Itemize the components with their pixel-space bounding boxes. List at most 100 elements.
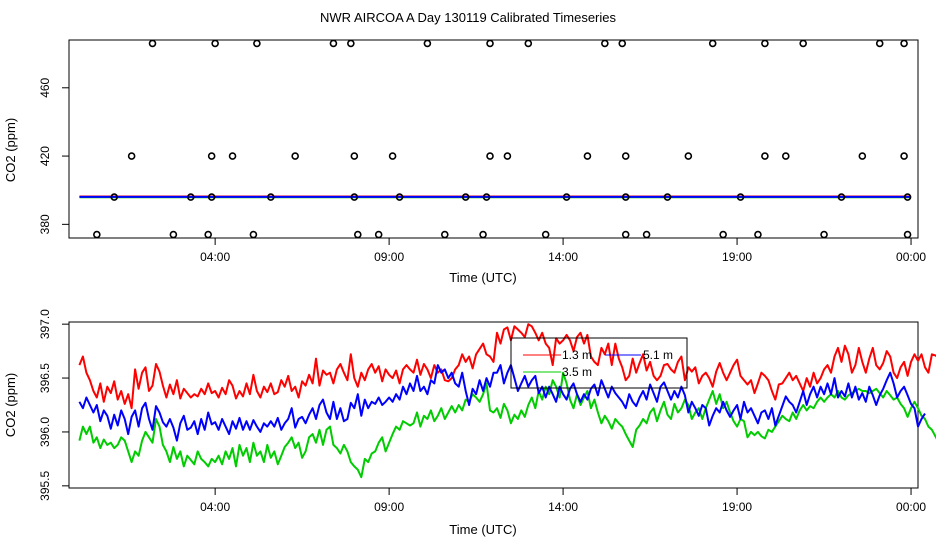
bottom-x-axis-label: Time (UTC) [449, 522, 516, 537]
x-tick-label: 19:00 [722, 500, 752, 514]
data-point [875, 39, 884, 48]
y-tick-label: 420 [38, 146, 52, 166]
data-point [541, 230, 550, 239]
x-tick-label: 00:00 [896, 250, 926, 264]
data-point [186, 193, 195, 201]
data-point [781, 152, 790, 160]
data-point [524, 39, 533, 48]
data-point [347, 39, 355, 48]
data-point [900, 152, 908, 160]
series-line-3-5-m [78, 371, 936, 479]
data-point [736, 193, 745, 201]
top-plot-frame [68, 39, 919, 239]
bottom-y-axis: 395.5 396.0 396.5 397.0 [38, 309, 69, 501]
data-point [621, 193, 630, 201]
legend-label: 1.3 m [562, 348, 592, 362]
bottom-y-axis-label: CO2 (ppm) [3, 373, 18, 437]
legend-label: 5.1 m [643, 348, 673, 362]
data-point [486, 152, 494, 160]
y-tick-label: 395.5 [38, 471, 52, 501]
data-point [486, 39, 494, 48]
data-point [799, 39, 807, 48]
data-point [440, 230, 449, 239]
data-point [148, 39, 157, 48]
data-point [388, 152, 397, 160]
data-point [350, 152, 359, 160]
top-y-axis: 380 420 460 [38, 77, 69, 234]
data-point [423, 39, 432, 48]
x-tick-label: 09:00 [374, 500, 404, 514]
data-point [207, 152, 216, 160]
data-point [900, 39, 908, 48]
bottom-plot-frame [68, 321, 919, 489]
data-point [267, 193, 275, 201]
legend-label: 3.5 m [562, 365, 592, 379]
data-point [708, 39, 717, 48]
data-point [820, 230, 828, 239]
x-tick-label: 14:00 [548, 500, 578, 514]
y-tick-label: 380 [38, 214, 52, 234]
data-point [207, 193, 216, 201]
top-x-axis-label: Time (UTC) [449, 270, 516, 285]
data-point [621, 230, 630, 239]
y-tick-label: 396.0 [38, 417, 52, 447]
data-point [204, 230, 212, 239]
x-tick-label: 00:00 [896, 500, 926, 514]
data-point [395, 193, 404, 201]
data-point [761, 152, 769, 160]
data-point [903, 193, 912, 201]
data-point [228, 152, 237, 160]
data-point [211, 39, 219, 48]
data-point [684, 152, 693, 160]
data-point [858, 152, 867, 160]
data-point [754, 230, 762, 239]
top-panel: 04:00 09:00 14:00 19:00 00:00 380 420 460 Time… [3, 39, 926, 285]
chart-title: NWR AIRCOA A Day 130119 Calibrated Times… [320, 10, 616, 25]
data-point [642, 230, 651, 239]
x-tick-label: 04:00 [200, 250, 230, 264]
data-point [663, 193, 672, 201]
data-point [127, 152, 136, 160]
x-tick-label: 19:00 [722, 250, 752, 264]
bottom-x-axis: 04:00 09:00 14:00 19:00 00:00 [200, 488, 926, 514]
data-point [461, 193, 470, 201]
x-tick-label: 09:00 [374, 250, 404, 264]
data-point [621, 152, 630, 160]
data-point [562, 193, 571, 201]
top-plot-content [79, 39, 912, 239]
bottom-plot-content [78, 323, 936, 479]
data-point [583, 152, 592, 160]
data-point [249, 230, 258, 239]
top-x-axis: 04:00 09:00 14:00 19:00 00:00 [200, 238, 926, 264]
data-point [350, 193, 359, 201]
legend: 1.3 m 5.1 m 3.5 m [510, 337, 688, 389]
data-point [601, 39, 609, 48]
series-line-1-3-m [78, 323, 936, 410]
data-point [291, 152, 299, 160]
data-point [837, 193, 846, 201]
bottom-panel: 04:00 09:00 14:00 19:00 00:00 395.5 396.0 396.… [3, 309, 936, 537]
data-point [110, 193, 119, 201]
data-point [93, 230, 101, 239]
data-point [479, 230, 487, 239]
x-tick-label: 04:00 [200, 500, 230, 514]
data-point [482, 193, 491, 201]
data-point [503, 152, 512, 160]
data-point [719, 230, 727, 239]
top-y-axis-label: CO2 (ppm) [3, 118, 18, 182]
y-tick-label: 397.0 [38, 309, 52, 339]
x-tick-label: 14:00 [548, 250, 578, 264]
y-tick-label: 460 [38, 77, 52, 97]
data-point [253, 39, 261, 48]
data-point [761, 39, 769, 48]
legend-box [510, 337, 688, 389]
series-line-5-1-m [78, 364, 926, 442]
data-point [903, 230, 912, 239]
y-tick-label: 396.5 [38, 363, 52, 393]
data-point [353, 230, 362, 239]
data-point [329, 39, 338, 48]
data-point [169, 230, 178, 239]
data-point [374, 230, 383, 239]
data-point [618, 39, 627, 48]
